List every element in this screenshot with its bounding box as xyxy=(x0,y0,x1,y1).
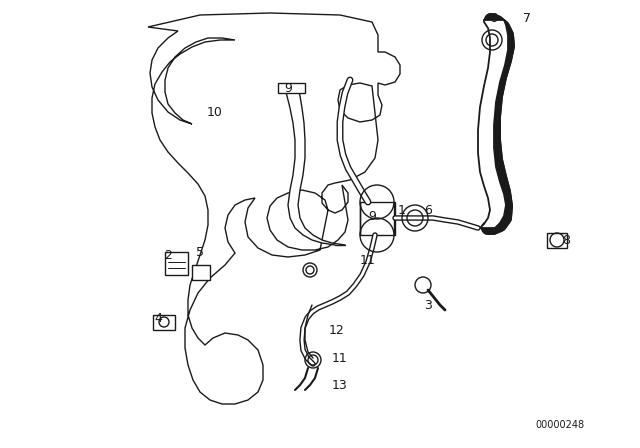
Polygon shape xyxy=(278,83,305,93)
Polygon shape xyxy=(547,233,567,248)
Polygon shape xyxy=(360,202,395,235)
Text: 9: 9 xyxy=(490,12,498,25)
Polygon shape xyxy=(478,20,508,228)
Text: 11: 11 xyxy=(360,254,376,267)
Text: 9: 9 xyxy=(284,82,292,95)
Text: 8: 8 xyxy=(562,233,570,246)
Polygon shape xyxy=(153,315,175,330)
Text: 4: 4 xyxy=(154,311,162,324)
Text: 3: 3 xyxy=(424,298,432,311)
Text: 9: 9 xyxy=(368,210,376,223)
Polygon shape xyxy=(148,13,400,404)
Text: 6: 6 xyxy=(424,203,432,216)
Text: 10: 10 xyxy=(207,105,223,119)
Polygon shape xyxy=(192,265,210,280)
Text: 12: 12 xyxy=(329,323,345,336)
Polygon shape xyxy=(165,252,188,275)
Text: 7: 7 xyxy=(523,12,531,25)
Text: 5: 5 xyxy=(196,246,204,258)
Text: 2: 2 xyxy=(164,249,172,262)
Text: 11: 11 xyxy=(332,352,348,365)
Text: 13: 13 xyxy=(332,379,348,392)
Text: 1: 1 xyxy=(398,203,406,216)
Text: 00000248: 00000248 xyxy=(536,420,584,430)
Polygon shape xyxy=(285,88,345,245)
